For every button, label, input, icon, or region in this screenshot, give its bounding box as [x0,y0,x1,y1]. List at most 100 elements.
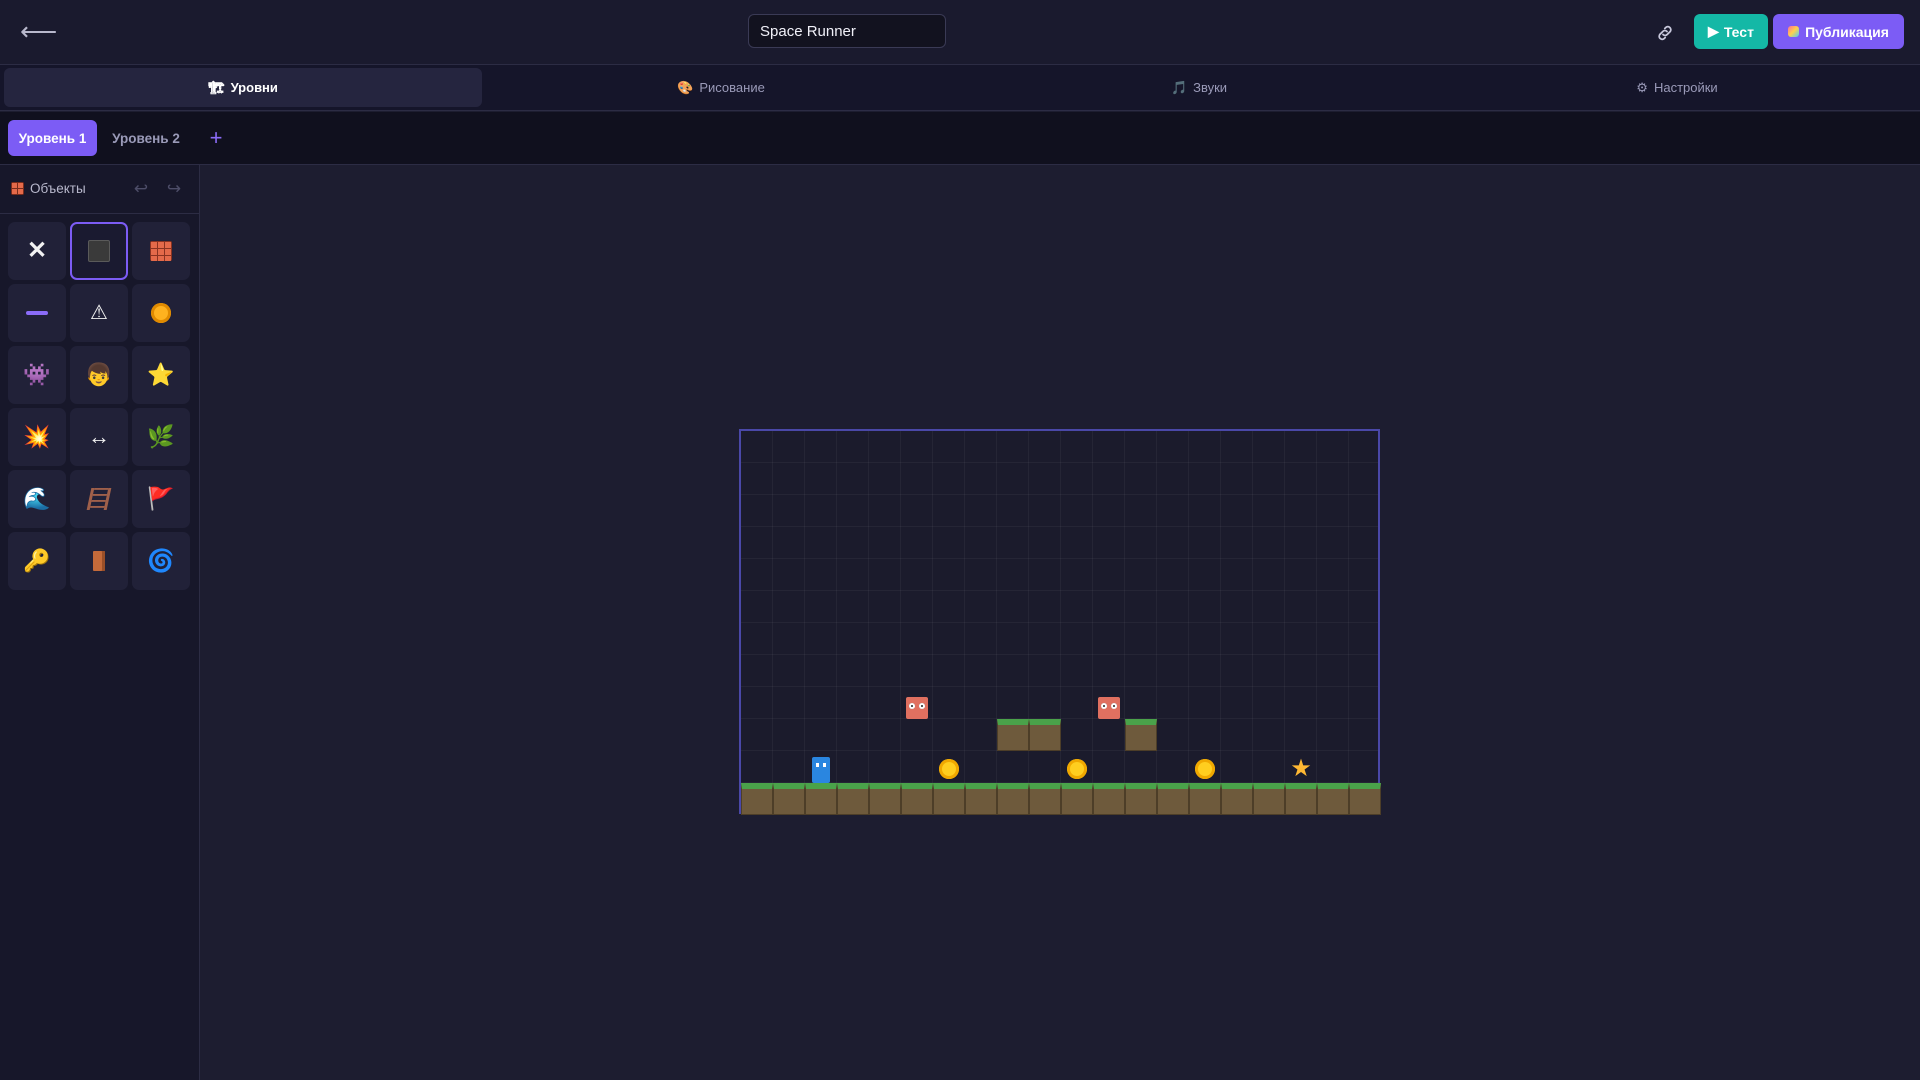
tab-label: Рисование [699,80,765,95]
ground-tile[interactable] [965,783,997,815]
key-icon: 🔑 [23,548,51,573]
object-palette: ✕ ⚠ 👾 👦 ⭐ 💥 ↔ [8,222,192,590]
tool-star[interactable]: ⭐ [132,346,190,404]
ground-tile[interactable] [1349,783,1381,815]
ground-tile[interactable] [1317,783,1349,815]
ground-tile[interactable] [1285,783,1317,815]
level-tabs-bar: Уровень 1 Уровень 2 + [0,112,1920,165]
tab-label: Уровни [230,80,278,95]
project-title-input[interactable] [748,14,946,48]
ground-tile[interactable] [1029,783,1061,815]
objects-title: Объекты [30,181,86,196]
ground-tile[interactable] [901,783,933,815]
tool-enemy[interactable]: 👾 [8,346,66,404]
ground-tile[interactable] [837,783,869,815]
ground-tile[interactable] [933,783,965,815]
enemy-sprite[interactable] [906,697,928,719]
tool-spike[interactable]: ⚠ [70,284,128,342]
sidebar-header: Объекты ↩ ↪ [0,165,199,214]
left-right-arrow-icon: ↔ [88,424,110,449]
herb-icon: 🌿 [147,424,175,449]
ground-tile[interactable] [1157,783,1189,815]
undo-button[interactable]: ↩ [130,178,152,200]
arrow-left-icon: ⟵ [20,16,58,46]
test-button[interactable]: ▶ Тест [1694,14,1768,49]
tool-door[interactable] [70,532,128,590]
tool-moving-platform[interactable]: ↔ [70,408,128,466]
enemy-sprite[interactable] [1098,697,1120,719]
coin-sprite[interactable] [939,759,959,779]
tool-water[interactable]: 🌊 [8,470,66,528]
alien-monster-icon: 👾 [23,362,51,387]
coin-icon [151,303,171,323]
ground-tile[interactable] [1125,783,1157,815]
bulldozer-icon: 🏗 [208,79,225,95]
tab-levels[interactable]: 🏗 Уровни [4,68,482,107]
objects-sidebar: Объекты ↩ ↪ ✕ ⚠ 👾 👦 [0,165,200,1080]
tab-level-1[interactable]: Уровень 1 [8,120,97,156]
tab-sounds[interactable]: 🎵 Звуки [960,68,1438,107]
tab-label: Настройки [1653,80,1718,95]
wave-icon: 🌊 [23,486,51,511]
boy-icon: 👦 [85,362,113,387]
tool-brick[interactable] [132,222,190,280]
main-tabs: 🏗 Уровни 🎨 Рисование 🎵 Звуки ⚙ Настройки [0,65,1920,111]
ground-tile[interactable] [1093,783,1125,815]
tool-explosion[interactable]: 💥 [8,408,66,466]
warning-icon: ⚠ [90,302,108,324]
star-sprite[interactable]: ★ [1290,755,1312,782]
redo-button[interactable]: ↪ [163,178,185,200]
objects-heading: Объекты [11,181,86,196]
tool-key[interactable]: 🔑 [8,532,66,590]
ground-tile[interactable] [1061,783,1093,815]
player-sprite[interactable] [812,757,830,783]
publish-icon [1788,26,1800,37]
flag-icon: 🚩 [147,486,175,511]
ground-tile[interactable] [1253,783,1285,815]
platform-icon [26,311,48,315]
ground-tile[interactable] [1221,783,1253,815]
tool-ladder[interactable] [70,470,128,528]
ground-tile[interactable] [869,783,901,815]
link-icon [1658,25,1672,41]
tool-block[interactable] [70,222,128,280]
ground-tile[interactable] [741,783,773,815]
back-button[interactable]: ⟵ [20,16,58,48]
tab-level-2[interactable]: Уровень 2 [112,130,180,146]
close-icon: ✕ [26,237,48,264]
gear-icon: ⚙ [1636,79,1648,95]
tool-platform[interactable] [8,284,66,342]
star-icon: ⭐ [147,362,175,387]
copy-link-button[interactable] [1652,20,1678,46]
tool-flag[interactable]: 🚩 [132,470,190,528]
platform-tile[interactable] [1029,719,1061,751]
explosion-icon: 💥 [23,424,51,449]
add-level-button[interactable]: + [209,125,223,150]
tool-player[interactable]: 👦 [70,346,128,404]
spiral-icon: 🌀 [147,548,175,573]
ladder-icon [86,488,112,510]
level-canvas[interactable]: ★ [739,429,1381,815]
ground-tile[interactable] [805,783,837,815]
coin-sprite[interactable] [1195,759,1215,779]
publish-button[interactable]: Публикация [1773,14,1904,49]
tool-eraser[interactable]: ✕ [8,222,66,280]
coin-sprite[interactable] [1067,759,1087,779]
publish-button-label: Публикация [1805,23,1889,40]
undo-icon: ↩ [133,179,149,198]
ground-tile[interactable] [997,783,1029,815]
ground-tile[interactable] [1189,783,1221,815]
platform-tile[interactable] [997,719,1029,751]
tool-plant[interactable]: 🌿 [132,408,190,466]
ground-tile[interactable] [773,783,805,815]
tool-coin[interactable] [132,284,190,342]
tab-drawing[interactable]: 🎨 Рисование [482,68,960,107]
tab-settings[interactable]: ⚙ Настройки [1438,68,1916,107]
tab-label: Звуки [1193,80,1228,95]
platform-tile[interactable] [1125,719,1157,751]
door-icon [93,551,105,571]
redo-icon: ↪ [166,179,182,198]
palette-icon: 🎨 [677,79,694,95]
test-button-label: Тест [1723,23,1754,40]
tool-portal[interactable]: 🌀 [132,532,190,590]
